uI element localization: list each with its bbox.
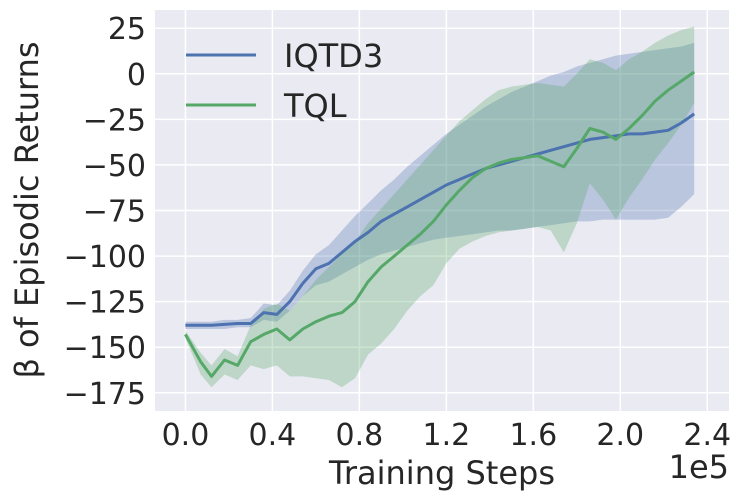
x-tick-label: 1.2: [422, 418, 470, 453]
x-axis-scale-label: 1e5: [669, 448, 729, 486]
legend-label-tql: TQL: [283, 87, 347, 125]
y-tick-label: −75: [83, 195, 146, 230]
y-tick-label: −50: [83, 149, 146, 184]
legend-label-iqtd3: IQTD3: [284, 37, 383, 75]
legend: IQTD3 TQL: [186, 37, 383, 125]
y-tick-label: −125: [64, 286, 146, 321]
y-tick-label: 25: [108, 12, 146, 47]
y-tick-label: −100: [64, 240, 146, 275]
y-tick-label: −175: [64, 377, 146, 412]
x-tick-label: 0.4: [249, 418, 297, 453]
confidence-bands: [185, 26, 695, 388]
series-lines: [184, 70, 696, 378]
x-tick-labels: 0.0 0.4 0.8 1.2 1.6 2.0 2.4: [162, 418, 732, 453]
x-tick-label: 2.0: [596, 418, 644, 453]
y-tick-label: 0: [127, 58, 146, 93]
grid: [155, 10, 729, 411]
band-tql: [185, 26, 695, 388]
x-tick-label: 0.0: [162, 418, 210, 453]
y-axis-label: β of Episodic Returns: [8, 41, 46, 378]
band-iqtd3: [185, 42, 695, 330]
x-tick-label: 2.4: [683, 418, 731, 453]
y-tick-labels: 25 0 −25 −50 −75 −100 −125 −150 −175: [64, 12, 146, 412]
line-tql: [184, 70, 696, 378]
x-axis-label: Training Steps: [328, 454, 555, 492]
x-tick-label: 0.8: [336, 418, 384, 453]
y-tick-label: −150: [64, 331, 146, 366]
y-tick-label: −25: [83, 103, 146, 138]
x-tick-label: 1.6: [509, 418, 557, 453]
